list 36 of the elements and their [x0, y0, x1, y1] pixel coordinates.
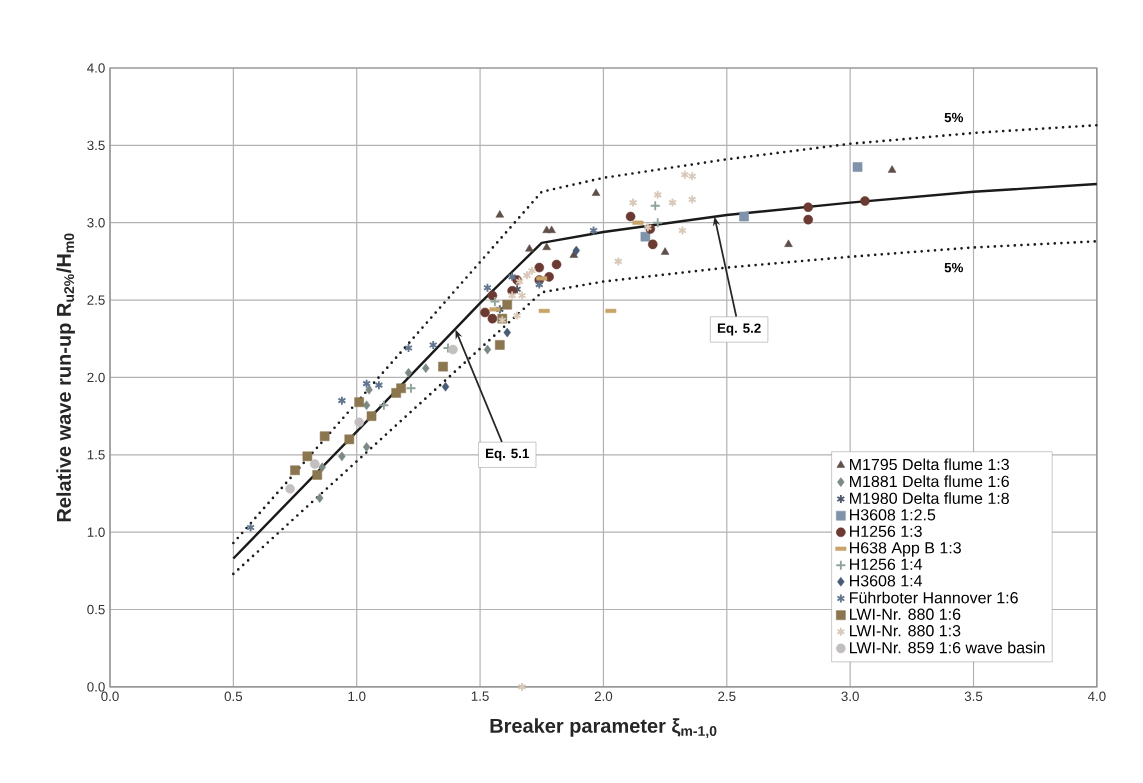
legend-label: M1881 Delta flume 1:6	[850, 475, 1009, 488]
y-tick-label: 1.0	[87, 527, 105, 537]
x-tick-label: 1.0	[348, 691, 366, 702]
legend-label: H1256 1:3	[850, 525, 922, 538]
x-tick-label: 0.0	[101, 691, 119, 702]
legend-label: H638 App B 1:3	[850, 542, 961, 557]
legend-label: M1980 Delta flume 1:8	[850, 492, 1009, 505]
annotation: 5%	[944, 262, 964, 273]
annotation: 5%	[944, 112, 964, 123]
legend-label: Führboter Hannover 1:6	[850, 591, 1018, 604]
x-tick-label: 3.5	[964, 691, 983, 702]
y-tick-label: 0.0	[87, 682, 105, 692]
y-tick-label: 3.5	[87, 140, 105, 151]
x-tick-label: 1.5	[471, 691, 489, 701]
x-tick-label: 4.0	[1087, 691, 1106, 702]
y-tick-label: 0.5	[87, 604, 105, 615]
legend-label: H3608 1:4	[850, 575, 923, 587]
x-tick-label: 2.5	[718, 691, 736, 702]
legend-label: H3608 1:2.5	[850, 509, 936, 521]
y-tick-label: 2.5	[87, 295, 105, 305]
x-tick-label: 0.5	[224, 691, 243, 702]
y-tick-label: 2.0	[87, 372, 105, 383]
annotation: Eq. 5.2	[717, 323, 761, 336]
annotation: Eq. 5.1	[486, 448, 529, 461]
x-axis-title: Breaker parameter ξ$_{m-1,0}$	[490, 718, 717, 739]
legend-label: M1795 Delta flume 1:3	[850, 458, 1009, 471]
legend-label: LWI-Nr. 880 1:6	[850, 608, 961, 620]
y-tick-label: 3.0	[87, 218, 105, 228]
y-tick-label: 4.0	[87, 63, 105, 73]
legend-label: LWI-Nr. 859 1:6 wave basin	[850, 641, 1045, 654]
x-tick-label: 3.0	[841, 691, 859, 702]
legend-label: LWI-Nr. 880 1:3	[850, 625, 961, 637]
y-axis-title: Relative wave run-up R$_{u2%}$/H$_{m0}$	[56, 233, 75, 522]
x-tick-label: 2.0	[594, 691, 613, 702]
y-tick-label: 1.5	[87, 450, 105, 460]
legend-label: H1256 1:4	[850, 558, 923, 571]
